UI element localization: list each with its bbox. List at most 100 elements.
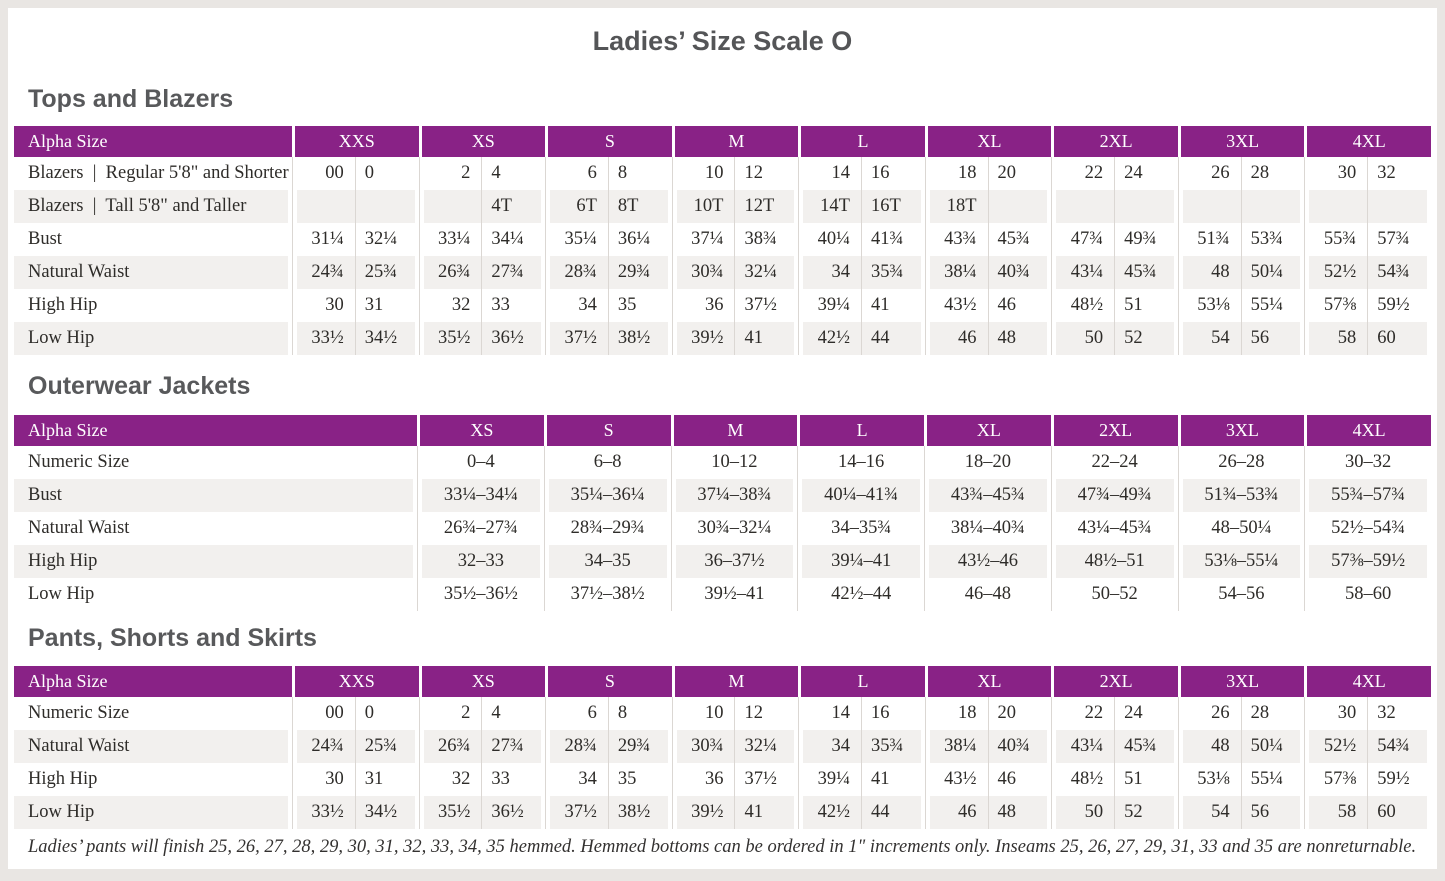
value-cell: 20 (997, 703, 1017, 723)
size-header-cell: 2XL (1051, 666, 1178, 697)
value-pair-cell: 30¾ 32¼ (671, 256, 799, 289)
value-cell: 43¾–45¾ (924, 479, 1051, 512)
value-pair-cell: 42½ 44 (798, 322, 925, 355)
value-cell: 32 (420, 763, 483, 796)
value-cell: 37½ (744, 769, 777, 789)
value-cell: 52 (1124, 328, 1143, 348)
value-cell: 29¾ (617, 262, 651, 282)
value-pair-cell: 22 24 (1051, 157, 1178, 190)
value-pair-cell: 39¼ 41 (798, 289, 925, 322)
value-pair-cell: 48 50¼ (1177, 256, 1305, 289)
value-cell: 0 (364, 163, 375, 183)
value-pair-cell: 4T (418, 190, 546, 223)
value-cell: 53⅛ (1179, 763, 1242, 796)
value-cell: 48½ (1052, 289, 1116, 322)
value-cell: 30¾ (673, 256, 736, 289)
value-pair-cell (1304, 190, 1431, 223)
value-cell: 53⅛–55¼ (1177, 545, 1305, 578)
row-label: Blazers | Regular 5'8" and Shorter (28, 163, 289, 183)
value-cell: 36¼ (617, 229, 651, 249)
value-pair-cell: 39¼ 41 (798, 763, 925, 796)
value-cell (1368, 190, 1431, 223)
value-cell: 52½ (1305, 730, 1369, 763)
value-cell: 28 (1250, 703, 1270, 723)
value-cell: 26¾ (420, 730, 483, 763)
size-header-cell: 4XL (1304, 126, 1431, 157)
value-cell: 2 (420, 157, 483, 190)
size-chart-page: Ladies’ Size Scale O Tops and Blazers Alp… (8, 8, 1437, 869)
table-row: High Hip 30 31 32 33 34 35 36 37½ 39¼ 41 43½ 46 48½ 51… (14, 763, 1431, 796)
size-header-cell: L (798, 666, 925, 697)
value-cell: 37¼ (673, 223, 736, 256)
value-cell: 34 (546, 763, 609, 796)
value-cell: 34–35 (543, 545, 671, 578)
value-cell: 38¾ (744, 229, 777, 249)
value-cell: 10 (673, 157, 736, 190)
value-cell: 49¾ (1124, 229, 1157, 249)
value-pair-cell: 26¾ 27¾ (418, 256, 546, 289)
value-pair-cell: 51¾ 53¾ (1177, 223, 1305, 256)
value-pair-cell: 50 52 (1051, 796, 1178, 829)
value-cell: 46 (997, 769, 1017, 789)
header-label-cell: Alpha Size (14, 126, 292, 157)
value-cell: 28¾ (546, 730, 609, 763)
value-cell: 57⅜ (1305, 289, 1369, 322)
value-cell: 22 (1052, 697, 1116, 730)
value-cell: 39¼ (799, 289, 862, 322)
value-cell (1242, 190, 1305, 223)
value-pair-cell: 18T (924, 190, 1052, 223)
value-cell: 41 (870, 295, 890, 315)
value-cell: 10T (673, 190, 736, 223)
value-cell: 50 (1052, 796, 1116, 829)
value-cell: 38½ (617, 328, 651, 348)
value-pair-cell (1051, 190, 1178, 223)
value-cell: 57⅜–59½ (1304, 545, 1431, 578)
value-cell (293, 190, 356, 223)
value-cell: 28¾ (546, 256, 609, 289)
value-cell: 56 (1250, 328, 1270, 348)
table-row: High Hip 30 31 32 33 34 35 36 37½ 39¼ 41 43½ 46 48½ 51… (14, 289, 1431, 322)
value-cell: 46 (997, 295, 1017, 315)
value-cell: 36½ (491, 802, 524, 822)
value-cell: 18 (926, 697, 989, 730)
value-pair-cell: 30 31 (292, 763, 419, 796)
value-pair-cell: 33½ 34½ (292, 322, 419, 355)
value-cell: 26¾ (420, 256, 483, 289)
value-cell: 26¾–27¾ (417, 512, 544, 545)
value-cell: 39¼ (799, 763, 862, 796)
value-cell: 32 (1377, 703, 1396, 723)
value-cell: 6 (546, 697, 609, 730)
value-cell: 35½ (420, 322, 483, 355)
value-pair-cell: 24¾ 25¾ (292, 256, 419, 289)
value-cell: 43½ (926, 289, 989, 322)
value-cell: 42½ (799, 796, 862, 829)
value-pair-cell: 26¾ 27¾ (418, 730, 546, 763)
value-pair-cell: 37¼ 38¾ (671, 223, 799, 256)
value-cell: 47¾–49¾ (1050, 479, 1178, 512)
value-cell: 33½ (293, 796, 356, 829)
size-table: Alpha Size XS S M L XL 2XL 3XL 4XL Numeric Size 0–… (14, 415, 1431, 611)
value-cell: 32 (420, 289, 483, 322)
value-cell: 8 (617, 163, 628, 183)
value-cell: 38¼ (926, 730, 989, 763)
table-row: Low Hip 35½–36½ 37½–38½ 39½–41 42½–44 46–48 50… (14, 578, 1431, 611)
value-cell: 42½ (799, 322, 862, 355)
value-cell: 55¾–57¾ (1304, 479, 1431, 512)
table-row: Natural Waist 26¾–27¾ 28¾–29¾ 30¾–32¼ 34–35¾… (14, 512, 1431, 545)
value-pair-cell: 30¾ 32¼ (671, 730, 799, 763)
value-cell: 30¾–32¼ (670, 512, 798, 545)
row-label: Low Hip (14, 796, 292, 829)
tables-container: Tops and Blazers Alpha Size XXS XS S M L XL 2XL 3… (8, 83, 1437, 829)
value-cell: 28¾–29¾ (543, 512, 671, 545)
value-cell: 51 (1124, 769, 1143, 789)
value-pair-cell: 26 28 (1177, 697, 1305, 730)
value-pair-cell: 57⅜ 59½ (1304, 289, 1431, 322)
value-pair-cell: 26 28 (1177, 157, 1305, 190)
value-pair-cell: 54 56 (1177, 796, 1305, 829)
value-cell: 37½–38½ (543, 578, 671, 611)
value-cell: 43½ (926, 763, 989, 796)
value-pair-cell: 24¾ 25¾ (292, 730, 419, 763)
table-row: Low Hip 33½ 34½ 35½ 36½ 37½ 38½ 39½ 41 42½ 44 46 48 5… (14, 796, 1431, 829)
value-cell: 35¼–36¼ (543, 479, 671, 512)
